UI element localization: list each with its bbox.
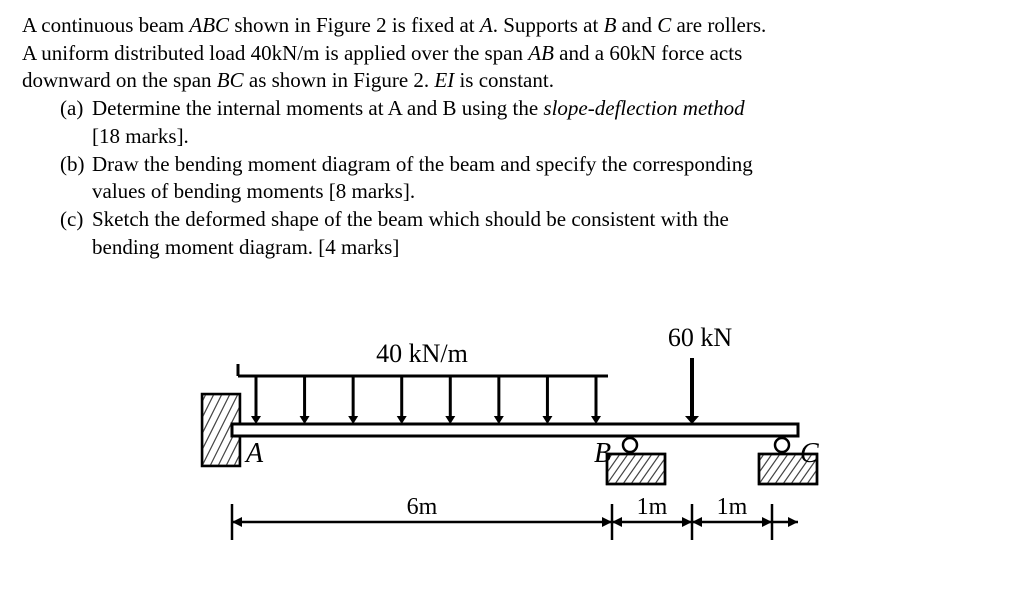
svg-text:C: C [800, 438, 819, 469]
span-bc: BC [217, 68, 244, 92]
problem-statement: A continuous beam ABC shown in Figure 2 … [22, 12, 1002, 261]
part-c: (c) Sketch the deformed shape of the bea… [60, 206, 1002, 261]
part-b-marker: (b) [60, 151, 92, 206]
part-c-l1: Sketch the deformed shape of the beam wh… [92, 207, 729, 231]
beam-diagram-svg: 40 kN/m 60 kN A B C 6m 1m 1m [172, 289, 852, 549]
part-a-marks: [18 marks]. [92, 124, 189, 148]
svg-text:40 kN/m: 40 kN/m [376, 339, 468, 368]
beam [232, 424, 798, 436]
part-b-l2: values of bending moments [8 marks]. [92, 179, 415, 203]
intro-l3c: is constant. [454, 68, 554, 92]
part-b: (b) Draw the bending moment diagram of t… [60, 151, 1002, 206]
intro-line-1: A continuous beam ABC shown in Figure 2 … [22, 12, 1002, 40]
svg-text:A: A [244, 438, 264, 469]
svg-text:B: B [594, 438, 611, 469]
part-a-method: slope-deflection method [543, 96, 744, 120]
svg-text:60 kN: 60 kN [668, 323, 733, 352]
svg-text:1m: 1m [637, 494, 668, 520]
ei-label: EI [434, 68, 454, 92]
part-a-text: Determine the internal moments at A and … [92, 96, 543, 120]
figure-2: 40 kN/m 60 kN A B C 6m 1m 1m [22, 289, 1002, 549]
part-c-l2: bending moment diagram. [4 marks] [92, 235, 399, 259]
intro-l2a: A uniform distributed load 40kN/m is app… [22, 41, 528, 65]
span-ab: AB [528, 41, 554, 65]
intro-l2b: and a 60kN force acts [554, 41, 742, 65]
svg-text:1m: 1m [717, 494, 748, 520]
part-b-l1: Draw the bending moment diagram of the b… [92, 152, 753, 176]
intro-l3a: downward on the span [22, 68, 217, 92]
part-a-marker: (a) [60, 95, 92, 150]
intro-line-2: A uniform distributed load 40kN/m is app… [22, 40, 1002, 68]
part-c-marker: (c) [60, 206, 92, 261]
intro-l3b: as shown in Figure 2. [244, 68, 435, 92]
roller-C [727, 438, 852, 484]
intro-line-3: downward on the span BC as shown in Figu… [22, 67, 1002, 95]
svg-text:6m: 6m [407, 494, 438, 520]
part-a: (a) Determine the internal moments at A … [60, 95, 1002, 150]
